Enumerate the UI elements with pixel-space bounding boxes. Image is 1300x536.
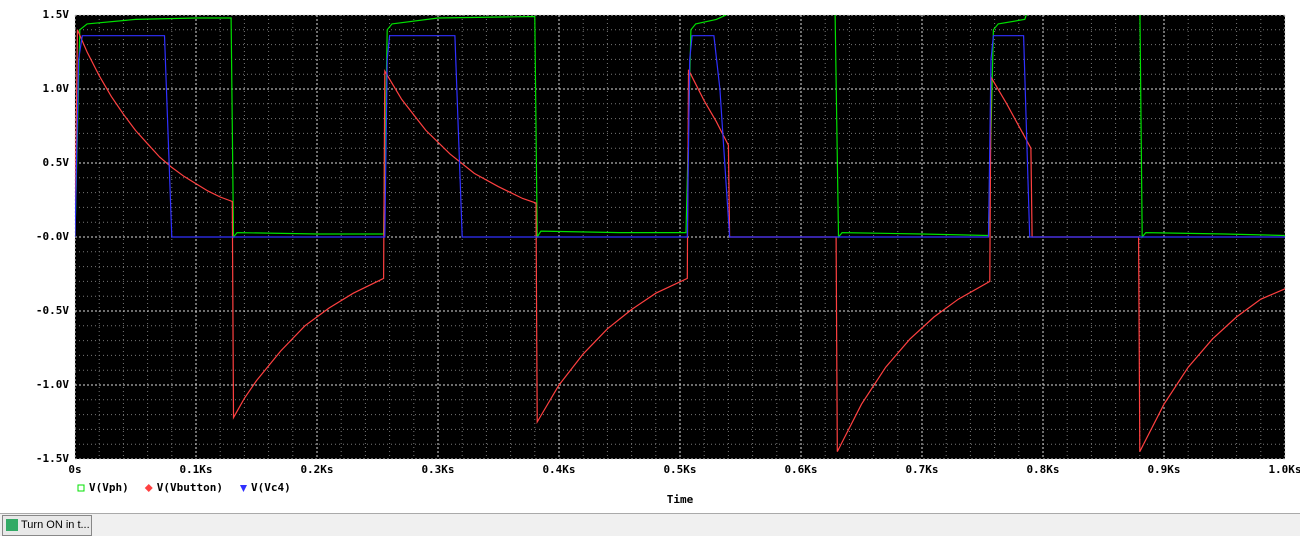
- taskbar: [0, 513, 1300, 536]
- x-tick-label: 0.5Ks: [663, 463, 696, 476]
- legend-label: V(Vc4): [251, 481, 291, 494]
- legend-label: V(Vbutton): [157, 481, 223, 494]
- x-tick-label: 0s: [68, 463, 81, 476]
- legend-marker: [144, 484, 153, 492]
- x-tick-label: 0.7Ks: [905, 463, 938, 476]
- x-tick-label: 0.4Ks: [542, 463, 575, 476]
- x-tick-label: 0.9Ks: [1147, 463, 1180, 476]
- legend-marker: [77, 484, 85, 492]
- legend-marker: [239, 485, 247, 492]
- series-line: [75, 35, 1285, 238]
- x-tick-label: 1.0Ks: [1268, 463, 1300, 476]
- x-tick-label: 0.2Ks: [300, 463, 333, 476]
- y-tick-label: -0.5V: [36, 304, 69, 317]
- y-tick-label: -1.0V: [36, 378, 69, 391]
- y-tick-label: 0.5V: [43, 156, 70, 169]
- legend-label: V(Vph): [89, 481, 129, 494]
- x-tick-label: 0.6Ks: [784, 463, 817, 476]
- x-tick-label: 0.8Ks: [1026, 463, 1059, 476]
- x-tick-label: 0.1Ks: [179, 463, 212, 476]
- x-axis-label: Time: [667, 493, 694, 506]
- y-tick-label: 1.0V: [43, 82, 70, 95]
- series-line: [75, 29, 1285, 452]
- y-tick-label: 1.5V: [43, 8, 70, 21]
- y-tick-label: -0.0V: [36, 230, 69, 243]
- tab-label: Turn ON in t...: [21, 519, 90, 531]
- y-tick-label: -1.5V: [36, 452, 69, 465]
- taskbar-tab[interactable]: Turn ON in t...: [2, 515, 92, 536]
- x-tick-label: 0.3Ks: [421, 463, 454, 476]
